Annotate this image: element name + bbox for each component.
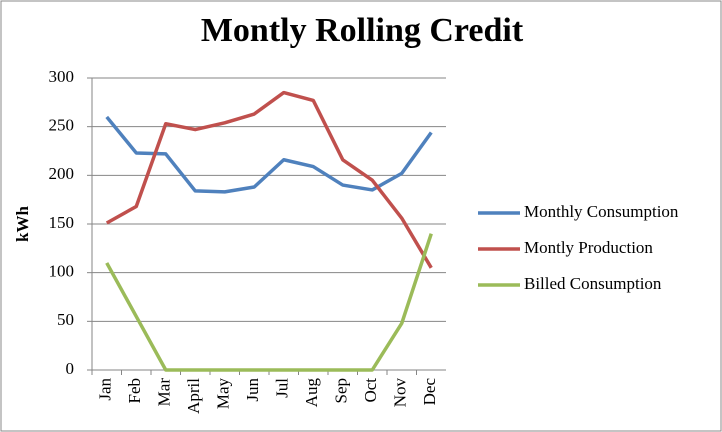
x-tick-label: Dec	[420, 378, 439, 406]
x-tick-label: Sep	[332, 378, 351, 404]
series-line	[105, 233, 433, 372]
x-tick-label: Oct	[361, 378, 380, 403]
y-tick-label: 200	[49, 164, 75, 183]
x-tick-label: Jun	[243, 378, 262, 402]
x-tick-label: Mar	[155, 378, 174, 407]
x-tick-label: Aug	[302, 378, 321, 408]
series-line	[105, 90, 433, 269]
y-tick-label: 300	[49, 67, 75, 86]
x-tick-label: Nov	[391, 378, 410, 408]
legend-label: Billed Consumption	[524, 274, 662, 293]
y-tick-label: 150	[49, 213, 75, 232]
y-tick-label: 250	[49, 116, 75, 135]
legend-label: Montly Production	[524, 238, 653, 257]
x-tick-label: May	[214, 378, 233, 410]
x-tick-label: Feb	[125, 378, 144, 404]
chart-title: Montly Rolling Credit	[201, 12, 524, 49]
y-axis-label: kWh	[13, 206, 32, 242]
y-tick-label: 0	[66, 359, 75, 378]
legend-label: Monthly Consumption	[524, 202, 679, 221]
x-tick-label: April	[184, 378, 203, 414]
y-tick-label: 100	[49, 262, 75, 281]
x-tick-label: Jul	[273, 378, 292, 398]
x-tick-label: Jan	[96, 378, 115, 401]
y-tick-label: 50	[57, 310, 74, 329]
